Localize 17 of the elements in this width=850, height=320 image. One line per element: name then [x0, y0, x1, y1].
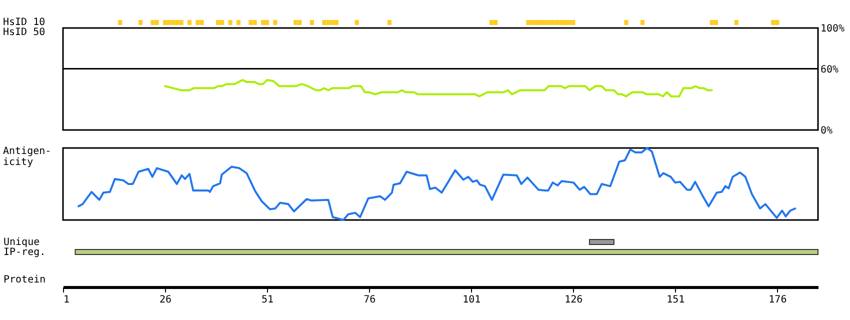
y-tick-label: 60%: [820, 64, 839, 76]
y-axis-title: HsID 10: [3, 17, 46, 28]
y-tick-label: 0%: [820, 126, 833, 136]
y-tick-label: 100%: [820, 24, 845, 34]
x-axis-title: Protein: [4, 274, 46, 286]
y-tick-label: Unique: [4, 237, 40, 248]
y-axis-title: Antigen- icity: [3, 146, 52, 168]
x-tick-label: 126: [564, 294, 583, 306]
x-tick-label: 51: [262, 294, 274, 306]
x-tick-label: 151: [666, 294, 685, 306]
x-tick-label: 176: [768, 294, 787, 306]
y-axis-title: HsID 50: [3, 27, 46, 38]
y-tick-label: IP-reg.: [4, 247, 46, 258]
x-tick-label: 26: [160, 294, 172, 306]
x-tick-label: 1: [64, 294, 70, 306]
x-tick-label: 76: [364, 294, 376, 306]
x-tick-label: 101: [462, 294, 481, 306]
